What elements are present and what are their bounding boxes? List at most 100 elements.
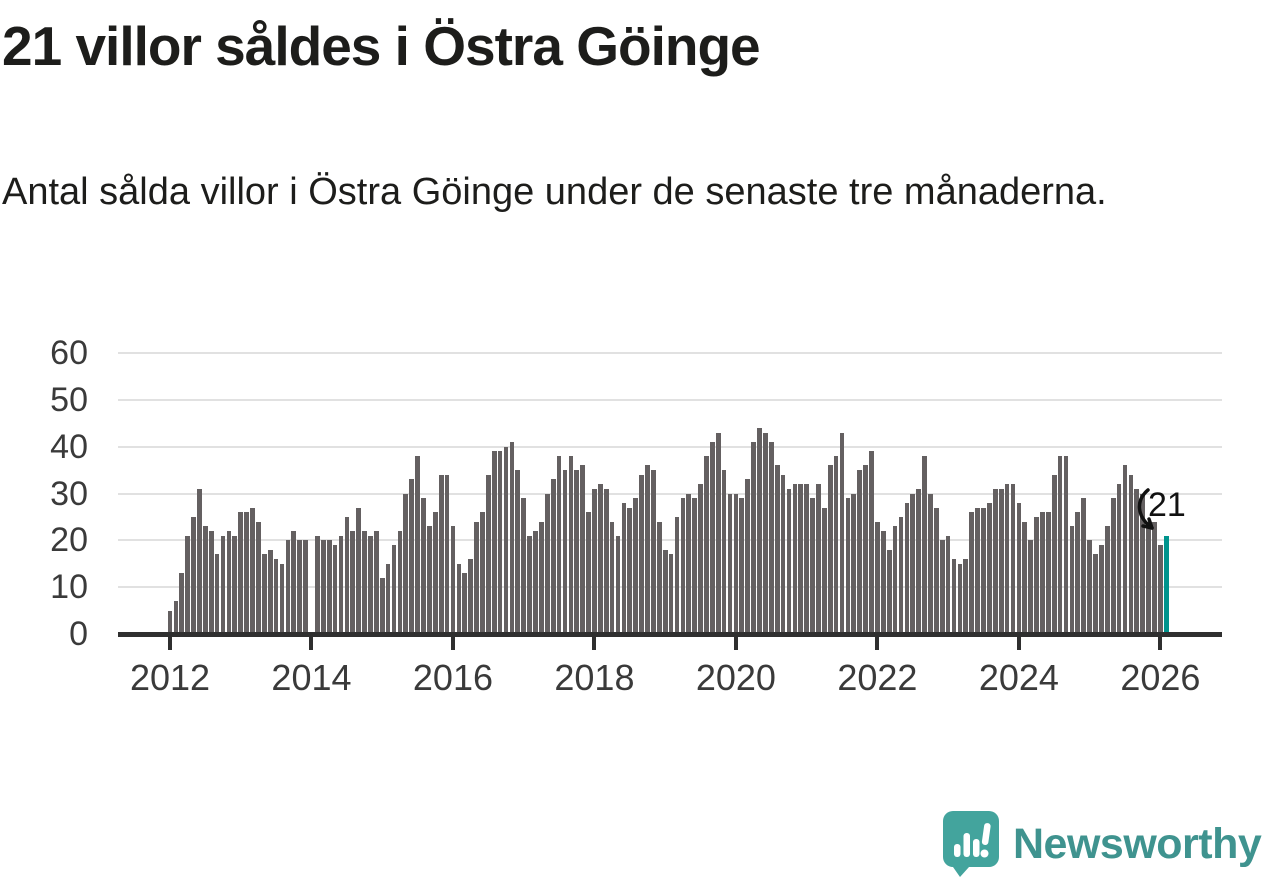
bar-2017-09: [568, 456, 574, 634]
bar-2016-01: [450, 526, 456, 634]
bar-2016-07: [485, 474, 491, 634]
bar-2013-11: [297, 540, 303, 634]
bar-2012-12: [232, 535, 238, 634]
bar-2015-07: [415, 456, 420, 634]
bar-2024-12: [1081, 498, 1087, 634]
bar-2022-09: [922, 456, 927, 634]
bar-2024-07: [1051, 474, 1057, 634]
x-axis-label-2022: 2022: [837, 657, 918, 698]
bar-2019-09: [709, 441, 715, 634]
bar-2012-09: [214, 554, 220, 634]
bar-2017-01: [521, 498, 527, 634]
bar-2025-06: [1116, 484, 1122, 634]
bar-2022-01: [875, 521, 880, 634]
y-axis-label-50: 50: [50, 380, 88, 419]
bar-2012-06: [197, 488, 202, 634]
x-axis-tick-2020: [733, 636, 738, 650]
annotation-arrow-icon: [1137, 488, 1154, 530]
y-axis-label-10: 10: [50, 568, 88, 607]
bar-2021-06: [833, 456, 839, 634]
bar-2020-10: [786, 488, 792, 634]
bar-2019-04: [680, 498, 686, 634]
bar-2013-12: [303, 540, 308, 634]
bar-2022-05: [898, 516, 904, 634]
bar-2025-04: [1104, 526, 1110, 634]
bar-2016-04: [468, 559, 473, 634]
bar-2012-02: [173, 601, 179, 634]
bar-2015-02: [385, 563, 391, 634]
bar-2016-02: [456, 563, 462, 634]
bar-2021-08: [845, 498, 851, 634]
bar-2023-05: [969, 512, 975, 634]
bar-2019-11: [721, 470, 727, 634]
bar-2022-08: [916, 488, 921, 634]
x-axis-label-2020: 2020: [695, 657, 776, 698]
bar-2023-09: [992, 488, 998, 634]
bar-2012-05: [191, 516, 196, 634]
bar-2015-04: [397, 530, 403, 634]
newsworthy-logo-text: Newsworthy: [1013, 819, 1262, 868]
bar-2018-05: [615, 535, 621, 634]
bar-2017-07: [556, 456, 562, 634]
bar-2024-04: [1034, 516, 1039, 634]
bar-2015-01: [379, 577, 385, 634]
y-axis-label-60: 60: [50, 334, 88, 373]
bar-2022-12: [939, 540, 945, 634]
bar-2023-08: [987, 502, 992, 634]
bar-2021-01: [804, 484, 809, 634]
bar-2014-06: [338, 535, 344, 634]
bar-2024-03: [1028, 540, 1033, 634]
bar-2022-07: [910, 493, 916, 634]
bar-2024-08: [1057, 456, 1063, 634]
bar-2020-05: [757, 427, 762, 634]
bar-2014-04: [326, 540, 332, 634]
bar-2024-11: [1075, 512, 1081, 634]
bar-2022-03: [886, 549, 892, 634]
bar-2014-10: [362, 530, 367, 634]
bar-2013-02: [244, 512, 249, 634]
bar-2024-01: [1016, 502, 1022, 634]
bar-2023-04: [963, 559, 969, 634]
bar-2018-04: [609, 521, 615, 634]
bar-2012-10: [220, 535, 226, 634]
bar-2017-03: [533, 530, 538, 634]
bar-2014-05: [332, 545, 338, 634]
bar-2014-09: [356, 507, 361, 634]
x-axis-tick-2018: [592, 636, 597, 650]
bar-2014-12: [373, 530, 379, 634]
bar-2019-05: [686, 493, 692, 634]
bar-2019-02: [668, 554, 674, 634]
bar-2020-11: [792, 484, 798, 634]
bar-2013-07: [273, 559, 279, 634]
bar-2025-08: [1128, 474, 1134, 634]
bar-2022-04: [892, 526, 898, 634]
bar-2021-07: [839, 432, 845, 634]
bar-2012-11: [226, 530, 232, 634]
bar-2018-01: [592, 488, 597, 634]
bar-2021-04: [821, 507, 827, 634]
y-axis-label-20: 20: [50, 521, 88, 560]
bar-2025-02: [1093, 554, 1098, 634]
bar-2015-03: [391, 545, 397, 634]
bar-2024-05: [1040, 512, 1045, 634]
bar-2016-03: [462, 573, 468, 634]
x-axis-label-2024: 2024: [978, 657, 1059, 698]
bar-2013-06: [267, 549, 273, 634]
bar-2017-08: [562, 470, 568, 634]
bar-2013-03: [250, 507, 255, 634]
bar-2015-10: [432, 512, 438, 634]
bar-2018-11: [651, 470, 656, 634]
bar-2019-08: [704, 456, 709, 634]
bar-2013-08: [279, 563, 285, 634]
y-axis-label-40: 40: [50, 427, 88, 466]
bar-2017-05: [544, 493, 550, 634]
newsworthy-logo: Newsworthy: [943, 811, 1262, 877]
x-axis-tick-2024: [1016, 636, 1021, 650]
bar-2014-08: [350, 530, 356, 634]
bar-2025-01: [1087, 540, 1092, 634]
bar-2024-10: [1069, 526, 1075, 634]
bar-2020-12: [798, 484, 804, 634]
bar-2018-02: [597, 484, 603, 634]
bar-2020-04: [751, 441, 756, 634]
bar-2016-06: [480, 512, 485, 634]
